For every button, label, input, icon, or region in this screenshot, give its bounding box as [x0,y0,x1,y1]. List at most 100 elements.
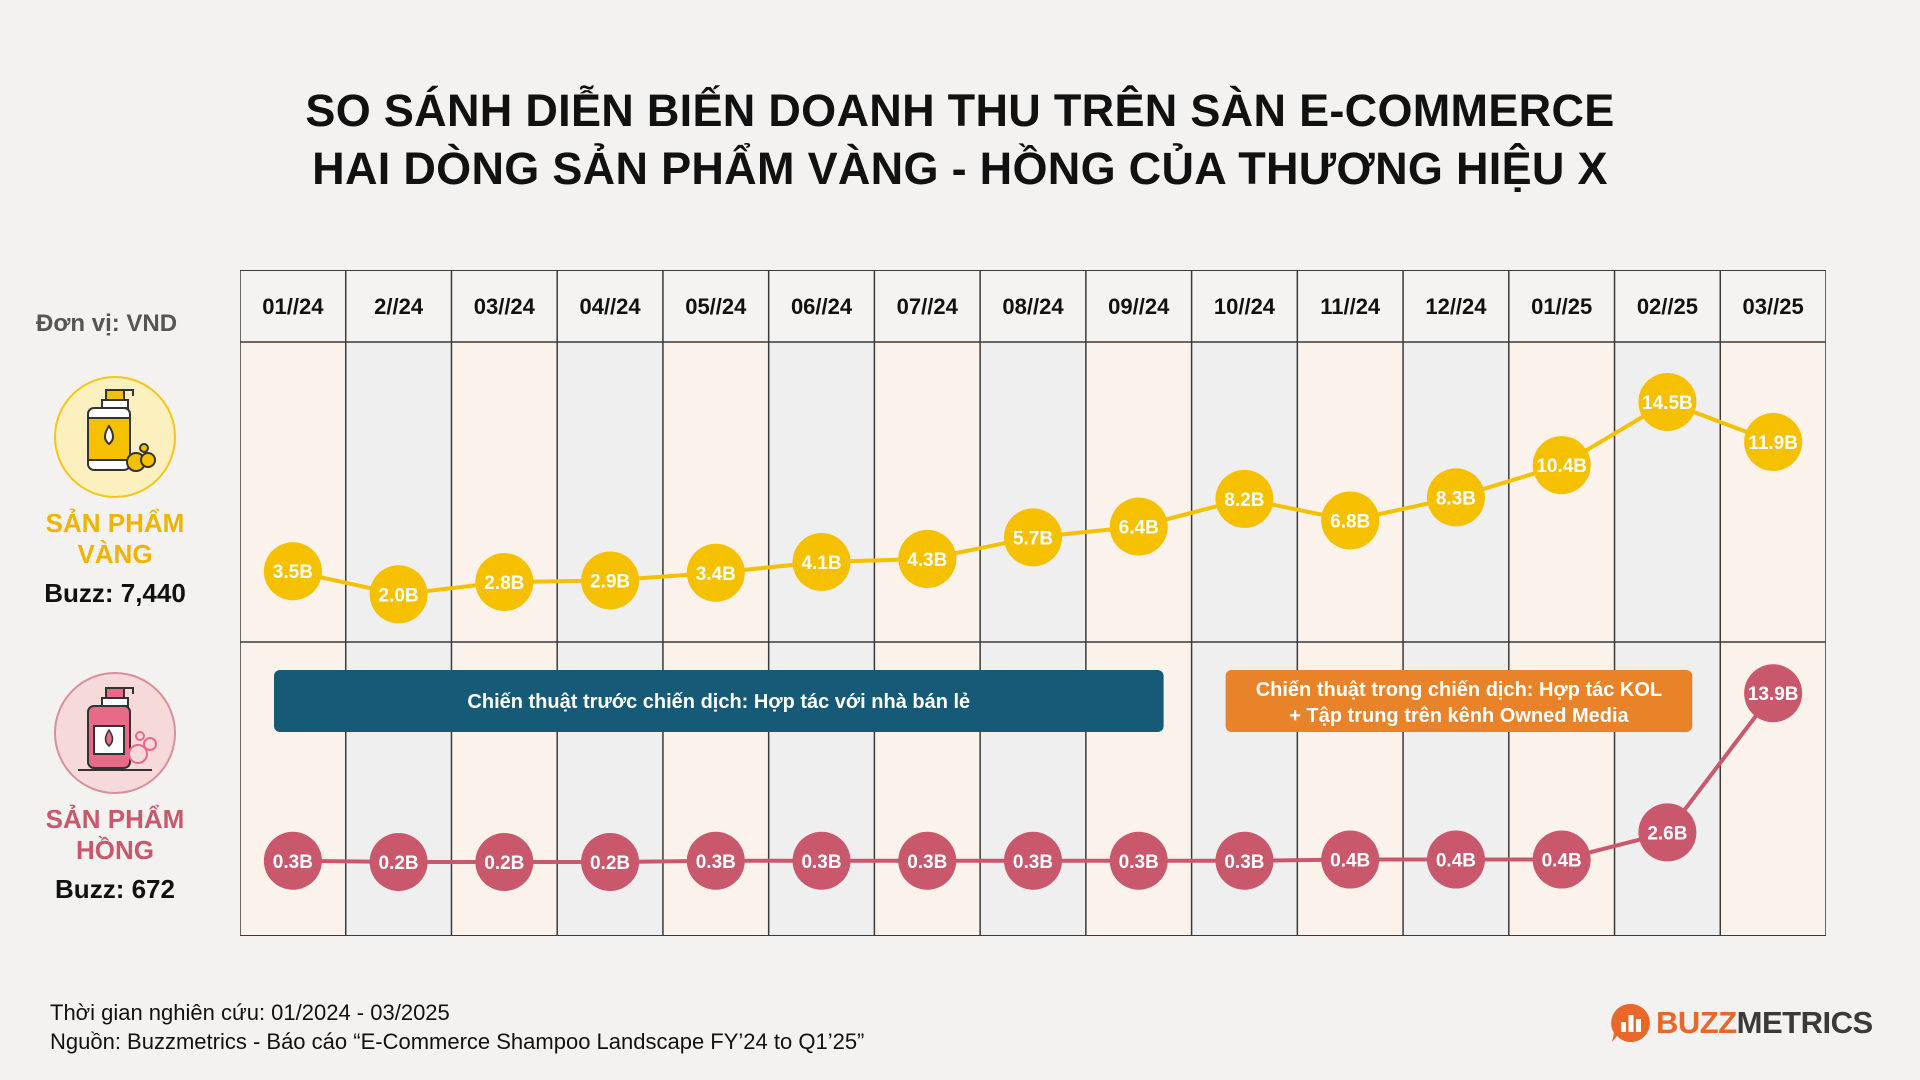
chart-title: SO SÁNH DIỄN BIẾN DOANH THU TRÊN SÀN E-C… [0,82,1920,198]
product-pink-legend: SẢN PHẨM HỒNG Buzz: 672 [20,672,210,905]
x-tick-label: 08//24 [1002,294,1064,319]
footer: Thời gian nghiên cứu: 01/2024 - 03/2025 … [50,998,864,1056]
x-tick-label: 03//25 [1743,294,1804,319]
pink-series-data-label: 0.2B [379,853,419,874]
pink-series-data-label: 0.3B [1119,852,1159,873]
yellow-series-point [1532,436,1591,495]
yellow-series-data-label: 10.4B [1536,456,1587,477]
product-yellow-name: SẢN PHẨM VÀNG [45,508,185,569]
yellow-series-point [581,551,640,610]
pink-series-data-label: 13.9B [1748,684,1799,705]
yellow-series-point [1321,491,1380,550]
pink-series-point [898,831,957,890]
annotation-box [1225,670,1693,732]
yellow-series-point [686,543,745,602]
x-tick-label: 11//24 [1320,294,1381,319]
pink-series-data-label: 0.4B [1436,851,1476,872]
header-cell [1508,270,1615,342]
header-cell [768,270,875,342]
pink-series-point [686,831,745,890]
yellow-series-point [1109,497,1168,556]
x-tick-label: 01//25 [1531,294,1592,319]
product-pink-name: SẢN PHẨM HỒNG [45,804,185,865]
annotation-text: + Tập trung trên kênh Owned Media [1289,705,1629,727]
pink-series-point [1215,831,1274,890]
pink-series-point [792,831,851,890]
buzzmetrics-logo: BUZZ METRICS [1610,1002,1873,1044]
pink-series-point [475,833,534,891]
title-line-1: SO SÁNH DIỄN BIẾN DOANH THU TRÊN SÀN E-C… [305,85,1615,136]
annotation-text: Chiến thuật trong chiến dịch: Hợp tác KO… [1256,679,1662,701]
pink-series-data-label: 0.3B [1224,852,1264,873]
pink-series-data-label: 0.3B [907,852,947,873]
yellow-series-point [1744,413,1803,471]
yellow-series-data-label: 2.9B [590,571,630,592]
yellow-series-data-label: 8.2B [1224,490,1264,511]
pink-series-data-label: 0.3B [273,852,313,873]
header-cell [345,270,452,342]
yellow-series-data-label: 2.8B [484,573,524,594]
shampoo-bottle-icon [54,376,176,498]
x-tick-label: 02//25 [1637,294,1698,319]
study-period: Thời gian nghiên cứu: 01/2024 - 03/2025 [50,1000,450,1025]
pink-series-point [369,833,428,891]
x-tick-label: 03//24 [474,294,536,319]
pink-series-data-label: 0.3B [1013,852,1053,873]
annotation-box [274,670,1164,732]
header-cell [240,270,346,342]
x-tick-label: 04//24 [579,294,641,319]
product-yellow-buzz: Buzz: 7,440 [44,578,186,608]
buzzmetrics-logo-icon [1611,1003,1650,1042]
yellow-series-point [1426,468,1485,527]
logo-text-metrics: METRICS [1736,1005,1874,1040]
revenue-chart: 01//24 2//24 03//24 04//24 05//24 06//24 07//2… [240,270,1826,936]
yellow-series-data-label: 11.9B [1748,433,1798,454]
pink-series-point [263,831,322,890]
logo-text-buzz: BUZZ [1656,1005,1737,1040]
header-cell [451,270,558,342]
header-cell [662,270,769,342]
soap-pump-icon [54,672,176,794]
yellow-series-data-label: 14.5B [1642,393,1693,414]
yellow-series-point [792,533,851,591]
yellow-series-point [475,553,534,611]
x-tick-label: 09//24 [1108,294,1170,319]
pink-series-point [1744,664,1803,723]
x-tick-label: 07//24 [897,294,959,319]
unit-label: Đơn vị: VND [36,310,178,337]
product-yellow-legend: SẢN PHẨM VÀNG Buzz: 7,440 [20,376,210,609]
pink-series-point [1638,803,1697,862]
header-cell [874,270,981,342]
pink-series-point [1004,831,1062,890]
x-tick-label: 2//24 [374,294,424,319]
header-cell [1403,270,1509,342]
annotation-text: Chiến thuật trước chiến dịch: Hợp tác vớ… [467,691,970,713]
x-tick-label: 01//24 [262,294,324,319]
pink-series-point [1109,831,1168,890]
yellow-series-data-label: 2.0B [379,585,419,606]
pink-series-point [1426,830,1485,889]
pink-series-data-label: 2.6B [1647,823,1687,844]
pink-series-point [1321,830,1380,889]
pink-series-data-label: 0.3B [696,852,736,873]
x-tick-label: 05//24 [685,294,747,319]
pink-series-data-label: 0.4B [1330,851,1370,872]
pink-series-data-label: 0.2B [590,853,630,874]
yellow-series-data-label: 3.5B [273,562,313,583]
yellow-series-data-label: 3.4B [696,564,736,585]
pink-series-point [581,833,640,891]
yellow-series-point [1638,373,1697,431]
yellow-series-point [1215,469,1274,528]
header-cell [1085,270,1192,342]
x-tick-label: 06//24 [791,294,853,319]
header-cell [557,270,663,342]
yellow-series-point [1004,508,1062,567]
yellow-series-data-label: 5.7B [1013,528,1053,549]
yellow-series-point [263,542,322,601]
header-cell [980,270,1086,342]
pink-series-data-label: 0.3B [801,852,841,873]
x-tick-label: 12//24 [1425,294,1487,319]
yellow-series-data-label: 4.1B [801,553,841,574]
header-cell [1720,270,1826,342]
pink-series-point [1532,830,1591,889]
